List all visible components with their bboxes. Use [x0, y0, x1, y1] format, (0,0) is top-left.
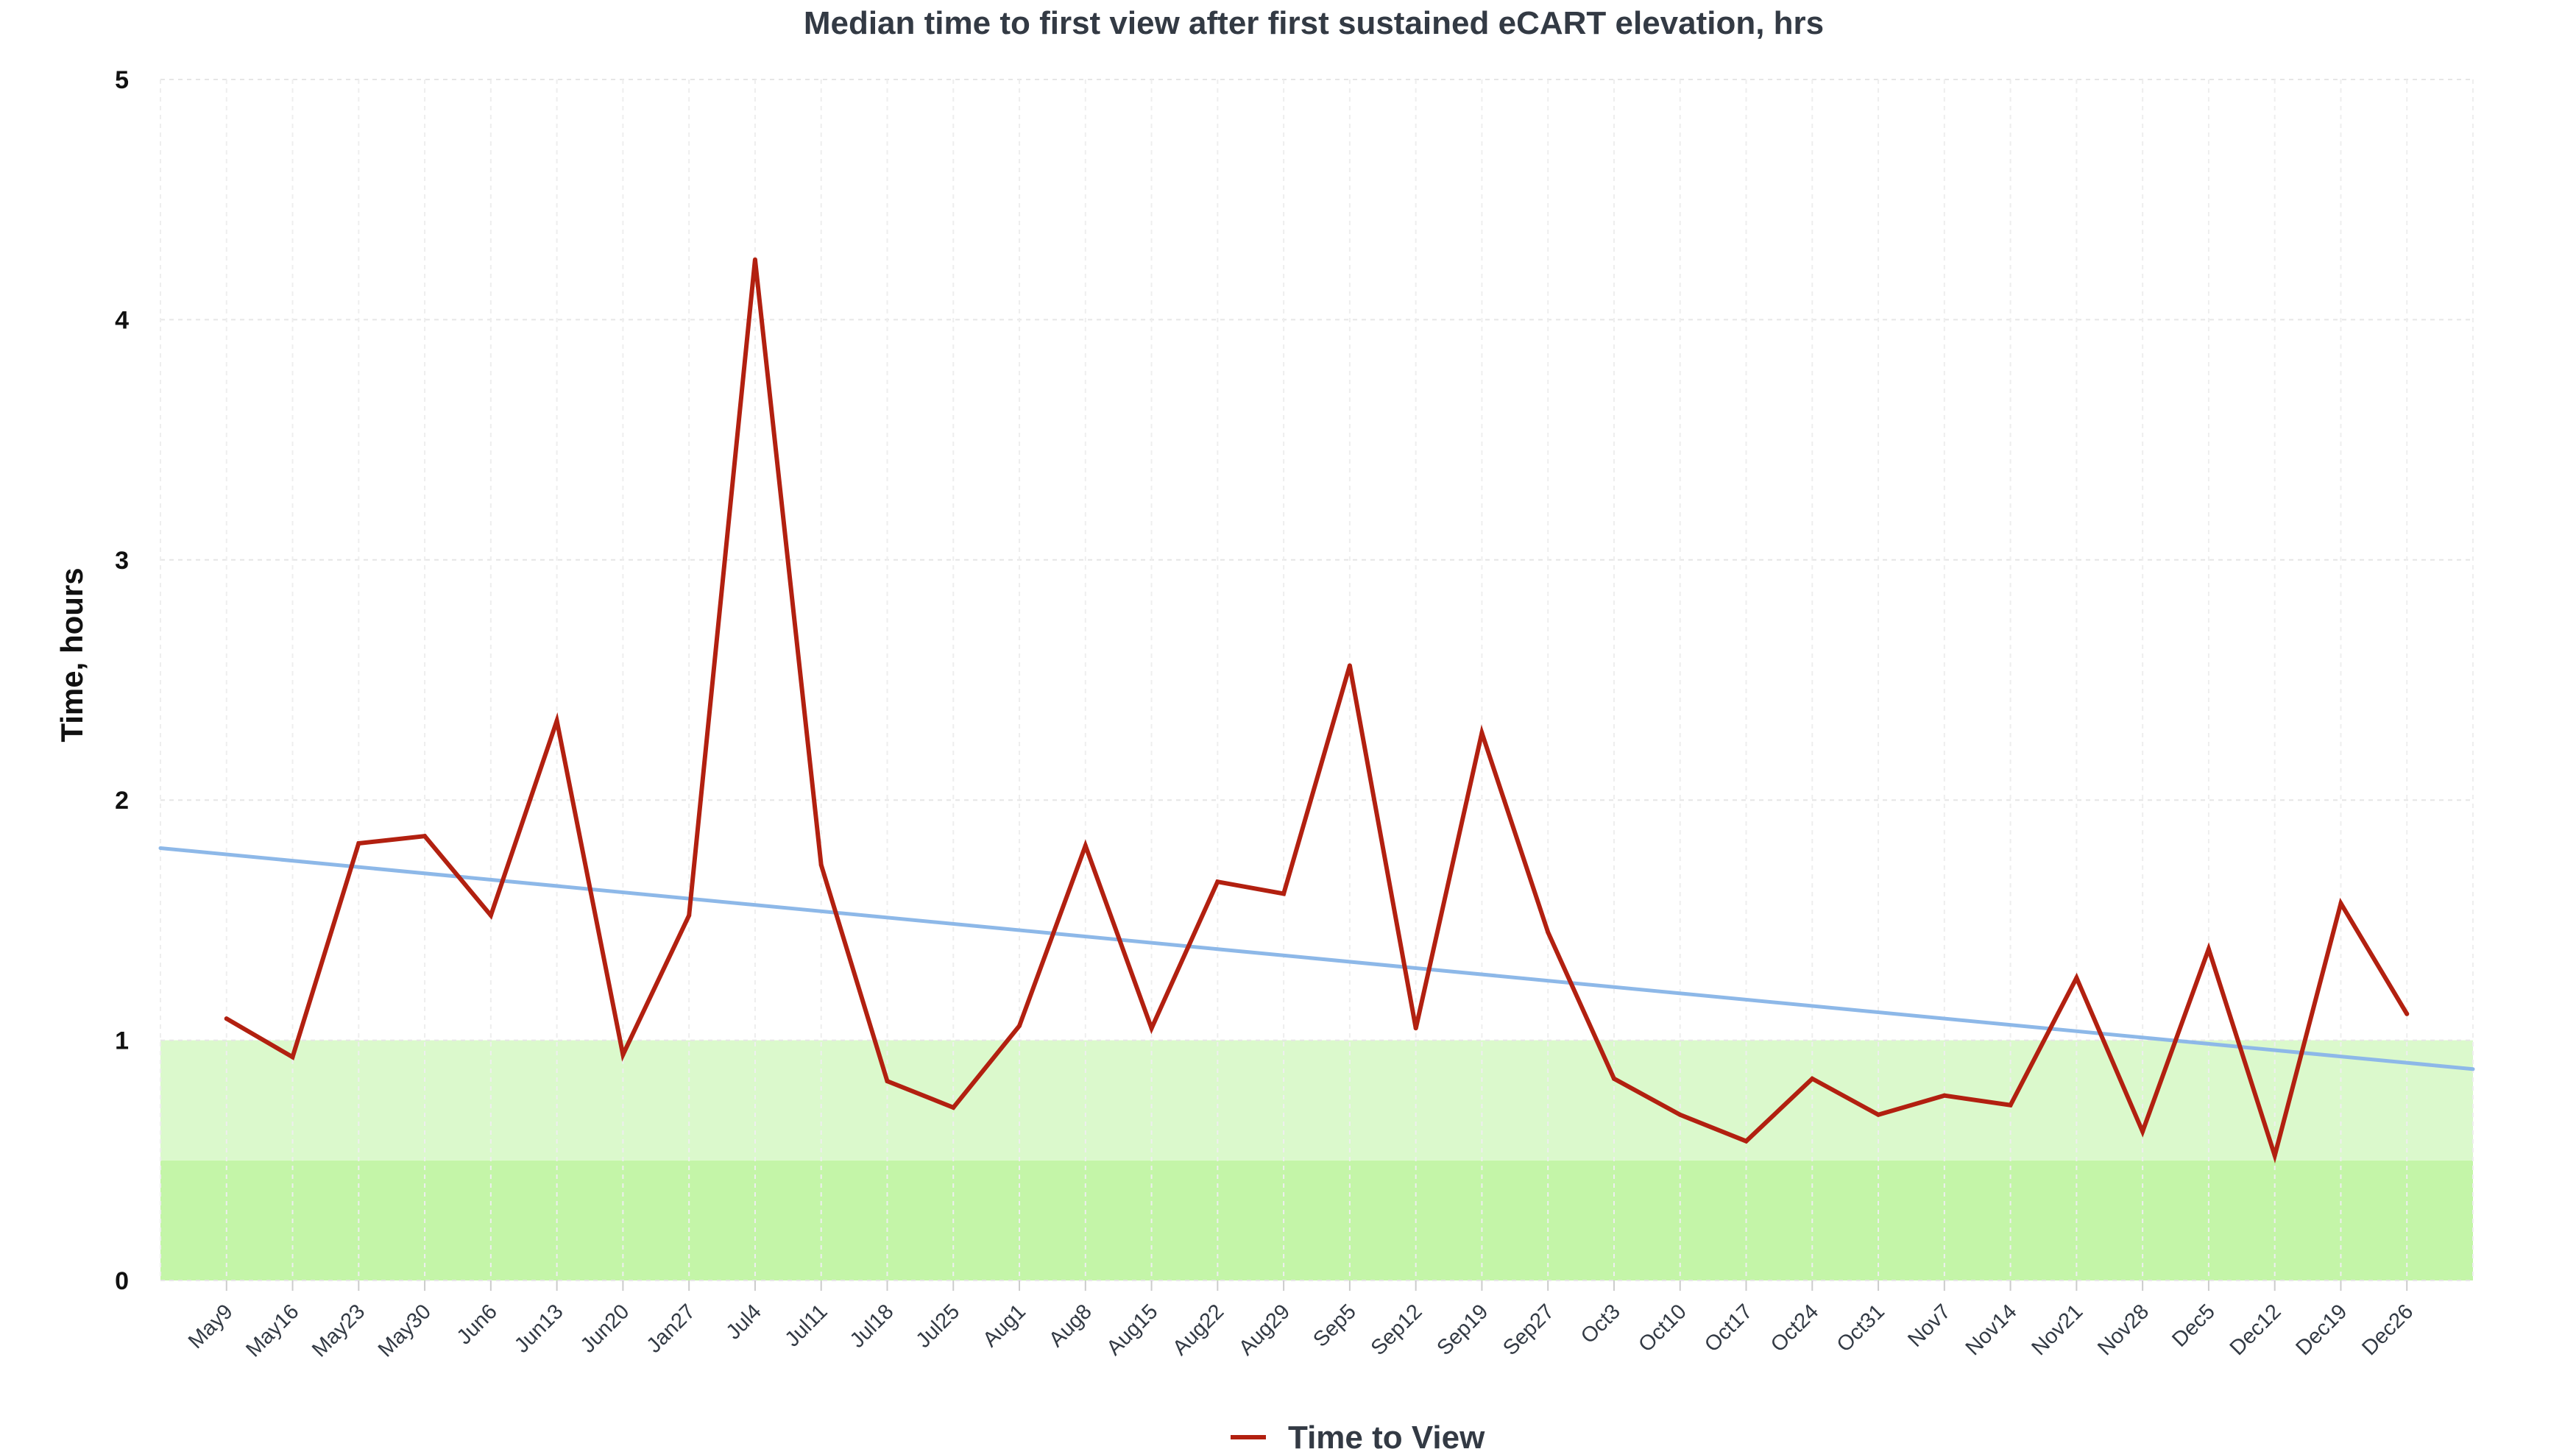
x-tick-label-21: Oct3	[1577, 1300, 1625, 1348]
data-point-18[interactable]	[1413, 1026, 1418, 1031]
gridlines	[160, 79, 2474, 1281]
data-point-24[interactable]	[1810, 1076, 1815, 1081]
data-point-0[interactable]	[224, 1016, 229, 1021]
x-tick-label-4: Jun6	[453, 1300, 502, 1349]
x-tick-label-1: May16	[241, 1300, 303, 1361]
band-0	[160, 1160, 2473, 1280]
x-tick-label-2: May23	[308, 1300, 369, 1361]
data-point-1[interactable]	[290, 1055, 295, 1060]
x-tick-label-33: Dec26	[2357, 1300, 2418, 1360]
data-point-26[interactable]	[1942, 1093, 1947, 1098]
y-axis-title: Time, hours	[54, 567, 89, 742]
band-1	[160, 1040, 2473, 1161]
x-tick-label-9: Jul11	[781, 1300, 832, 1351]
data-point-23[interactable]	[1744, 1138, 1749, 1144]
data-point-29[interactable]	[2140, 1129, 2145, 1134]
x-tick-label-8: Jul4	[722, 1300, 766, 1344]
data-point-17[interactable]	[1347, 663, 1352, 668]
y-tick-label-4: 4	[115, 306, 129, 334]
data-point-4[interactable]	[488, 913, 493, 918]
data-point-8[interactable]	[752, 257, 757, 262]
data-point-16[interactable]	[1281, 891, 1287, 896]
data-point-21[interactable]	[1611, 1076, 1616, 1081]
data-point-7[interactable]	[687, 913, 692, 918]
data-point-27[interactable]	[2008, 1102, 2013, 1108]
data-point-2[interactable]	[356, 840, 361, 846]
data-point-14[interactable]	[1149, 1026, 1154, 1031]
x-tick-label-5: Jun13	[510, 1300, 567, 1357]
x-tick-label-28: Nov21	[2027, 1300, 2087, 1360]
data-point-13[interactable]	[1083, 843, 1088, 849]
series-layer	[224, 257, 2410, 1164]
y-tick-label-1: 1	[115, 1027, 129, 1055]
x-tick-label-17: Sep5	[1309, 1300, 1361, 1352]
x-tick-label-23: Oct17	[1700, 1300, 1757, 1356]
x-tick-label-27: Nov14	[1961, 1300, 2022, 1360]
data-point-32[interactable]	[2338, 901, 2343, 906]
data-point-6[interactable]	[620, 1052, 626, 1057]
data-point-22[interactable]	[1677, 1112, 1682, 1117]
data-point-33[interactable]	[2405, 1011, 2410, 1016]
x-tick-label-10: Jul18	[846, 1300, 899, 1353]
series-line-0[interactable]	[224, 259, 2410, 1164]
x-tick-label-25: Oct31	[1833, 1300, 1889, 1356]
x-tick-label-11: Jul25	[912, 1300, 965, 1353]
data-point-30[interactable]	[2206, 946, 2211, 952]
x-tick-label-13: Aug8	[1044, 1300, 1097, 1352]
x-tick-label-22: Oct10	[1634, 1300, 1691, 1356]
data-point-9[interactable]	[818, 862, 824, 868]
x-tick-label-15: Aug22	[1168, 1300, 1228, 1360]
y-tick-label-5: 5	[115, 66, 129, 94]
x-tick-label-32: Dec19	[2292, 1300, 2352, 1360]
data-point-3[interactable]	[422, 834, 428, 839]
data-point-10[interactable]	[885, 1079, 890, 1084]
x-tick-label-16: Aug29	[1234, 1300, 1295, 1360]
x-tick-label-24: Oct24	[1766, 1300, 1823, 1356]
x-tick-label-31: Dec12	[2226, 1300, 2286, 1360]
x-tick-label-6: Jun20	[576, 1300, 634, 1357]
x-tick-label-26: Nov7	[1903, 1300, 1956, 1352]
x-tick-label-18: Sep12	[1367, 1300, 1427, 1360]
y-tick-label-0: 0	[115, 1267, 129, 1295]
x-axis: May9 May16 May23 May30 Jun6 Jun13 Jun20 Jan27 Ju…	[184, 1280, 2418, 1362]
x-tick-label-0: May9	[184, 1300, 238, 1353]
data-point-28[interactable]	[2074, 975, 2079, 980]
y-axis: 0 1 2 3 4 5	[115, 66, 129, 1295]
x-tick-label-29: Nov28	[2093, 1300, 2154, 1360]
legend-label: Time to View	[1288, 1420, 1485, 1449]
data-point-19[interactable]	[1479, 730, 1485, 735]
data-point-20[interactable]	[1546, 929, 1551, 935]
data-point-5[interactable]	[554, 718, 559, 723]
data-point-12[interactable]	[1017, 1024, 1022, 1029]
x-tick-label-20: Sep27	[1498, 1300, 1559, 1360]
x-tick-label-30: Dec5	[2168, 1300, 2220, 1352]
data-point-15[interactable]	[1215, 879, 1220, 885]
x-tick-label-3: May30	[374, 1300, 436, 1361]
trendline-layer	[158, 846, 2475, 1071]
x-tick-label-14: Aug15	[1103, 1300, 1163, 1360]
x-tick-label-7: Jan27	[643, 1300, 700, 1357]
y-tick-label-3: 3	[115, 547, 129, 575]
y-tick-label-2: 2	[115, 787, 129, 815]
legend[interactable]: Time to View	[1231, 1420, 1485, 1449]
x-tick-label-12: Aug1	[978, 1300, 1030, 1352]
data-point-25[interactable]	[1876, 1112, 1881, 1117]
data-point-11[interactable]	[951, 1105, 956, 1110]
data-point-31[interactable]	[2272, 1153, 2277, 1158]
x-tick-label-19: Sep19	[1432, 1300, 1493, 1360]
threshold-bands	[160, 1040, 2473, 1280]
trendline	[158, 846, 2475, 1071]
chart-title: Median time to first view after first su…	[804, 5, 1824, 41]
